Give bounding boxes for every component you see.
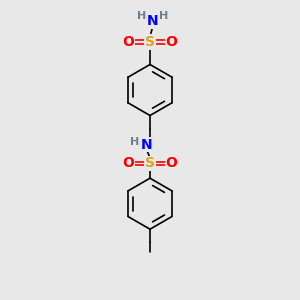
Text: S: S — [145, 35, 155, 49]
Text: H: H — [137, 11, 146, 21]
Text: O: O — [166, 156, 178, 170]
Text: N: N — [147, 14, 159, 28]
Text: O: O — [122, 156, 134, 170]
Text: O: O — [166, 35, 178, 49]
Text: O: O — [122, 35, 134, 49]
Text: S: S — [145, 156, 155, 170]
Text: H: H — [159, 11, 168, 21]
Text: H: H — [130, 136, 140, 147]
Text: N: N — [141, 138, 152, 152]
